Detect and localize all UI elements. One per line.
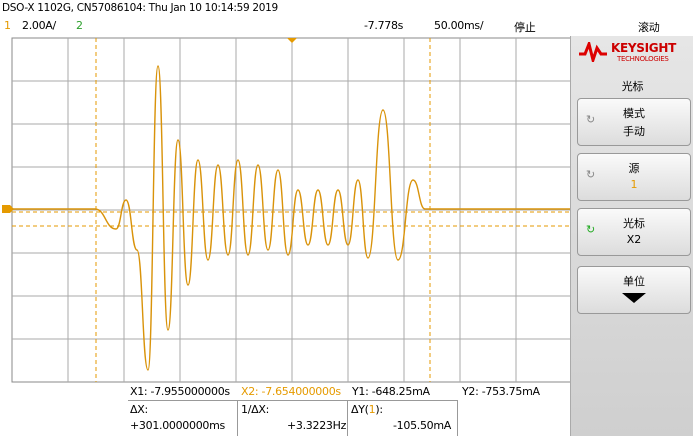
x1-readout: X1: -7.955000000s [130,385,230,398]
ground-marker [2,205,14,213]
softkey-source[interactable]: ↻ 源 1 [577,153,691,201]
ch1-scale: 2.00A/ [22,19,56,32]
softkey-label: 模式 [623,107,645,120]
channel1-trace [12,65,572,371]
y1-readout: Y1: -648.25mA [352,385,430,398]
softkey-label: 光标 [623,217,645,230]
dy-label-start: ΔY( [351,403,369,416]
channel1: 1 [4,19,11,32]
time-scale: 50.00ms/ [434,19,484,32]
acq-mode: 滚动 [638,21,660,34]
y2-readout: Y2: -753.75mA [462,385,540,398]
cursor-readout: X1: -7.955000000s X2: -7.654000000s Y1: … [0,383,570,436]
softkey-cursor[interactable]: ↻ 光标 X2 [577,208,691,256]
dx-label: ΔX: [130,403,148,416]
softkey-mode[interactable]: ↻ 模式 手动 [577,98,691,146]
dy-label: ΔY(1): [351,403,383,416]
softkey-value: X2 [626,233,642,246]
inv-dx-label: 1/ΔX: [241,403,269,416]
dy-channel: 1 [368,403,376,416]
softkey-value: 1 [630,178,638,191]
softkey-panel: KEYSIGHT TECHNOLOGIES 光标 ↻ 模式 手动 ↻ 源 1 ↻ 光标 X2… [570,36,693,436]
inv-dx-value: +3.3223Hz [287,419,347,432]
brand: KEYSIGHT [611,41,676,55]
graticule [12,38,572,382]
brand-logo [579,42,607,62]
run-status: 停止 [514,21,536,34]
header-title: DSO-X 1102G, CN57086104: Thu Jan 10 10:1… [2,2,278,14]
trigger-marker [287,38,297,43]
dx-value: +301.0000000ms [130,419,225,432]
softkey-value: 手动 [623,125,645,138]
brand-sub: TECHNOLOGIES [617,55,669,63]
softkey-label: 单位 [623,275,645,288]
time-offset: -7.778s [364,19,404,32]
menu-title: 光标 [621,80,644,93]
waveform-display [2,37,572,383]
dy-value: -105.50mA [393,419,451,432]
channel2: 2 [76,19,83,32]
softkey-label: 源 [628,162,640,175]
arrow-icon [622,293,646,303]
dy-label-end: ): [375,403,383,416]
softkey-units[interactable]: 单位 [577,266,691,314]
x2-readout: X2: -7.654000000s [241,385,341,398]
